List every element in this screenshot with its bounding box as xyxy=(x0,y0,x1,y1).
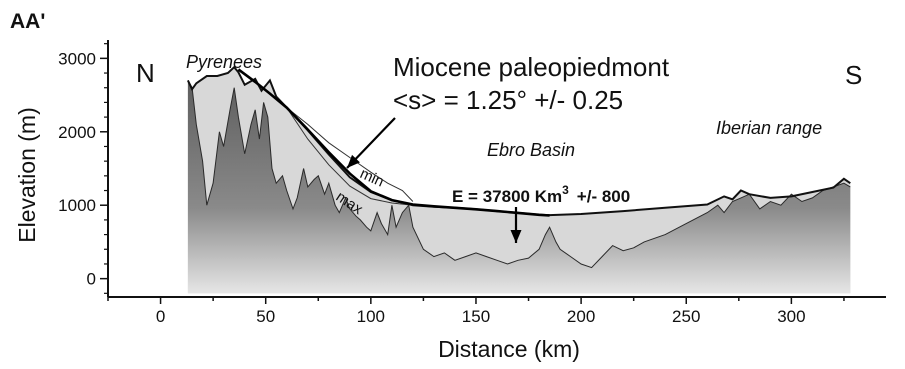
south-label: S xyxy=(845,60,862,90)
miocene-arrow xyxy=(346,117,396,169)
x-tick-label: 250 xyxy=(672,307,700,326)
panel-title: AA' xyxy=(10,10,45,33)
paleopiedmont-max-line xyxy=(286,107,413,206)
y-tick-label: 0 xyxy=(87,270,96,289)
pyrenees-label: Pyrenees xyxy=(186,52,262,72)
volume-arrow xyxy=(510,207,522,243)
x-tick-label: 200 xyxy=(567,307,595,326)
y-tick-label: 3000 xyxy=(58,49,96,68)
ebro-basin-label: Ebro Basin xyxy=(487,140,575,160)
volume-arrow-head xyxy=(510,230,522,243)
volume-error: +/- 800 xyxy=(577,187,630,206)
y-tick-label: 2000 xyxy=(58,123,96,142)
miocene-label: Miocene paleopiedmont xyxy=(393,52,670,82)
x-axis-title: Distance (km) xyxy=(438,336,580,362)
volume-exponent: 3 xyxy=(562,183,569,197)
paleopiedmont-line xyxy=(237,68,550,217)
volume-value: E = 37800 Km xyxy=(452,187,562,206)
annotations xyxy=(346,117,522,243)
iberian-range-label: Iberian range xyxy=(716,118,822,138)
topography-area xyxy=(187,80,851,294)
x-tick-label: 300 xyxy=(777,307,805,326)
y-axis-title: Elevation (m) xyxy=(14,107,40,242)
north-label: N xyxy=(136,58,155,88)
slope-label: <s> = 1.25° +/- 0.25 xyxy=(393,85,623,115)
paleopiedmont-min-line xyxy=(286,107,414,202)
x-tick-label: 0 xyxy=(156,307,165,326)
plot-area xyxy=(186,65,851,294)
x-tick-label: 50 xyxy=(256,307,275,326)
x-tick-label: 100 xyxy=(357,307,385,326)
miocene-arrow-head xyxy=(347,154,360,168)
volume-label: E = 37800 Km3 +/- 800 xyxy=(452,183,630,206)
x-tick-label: 150 xyxy=(462,307,490,326)
y-tick-label: 1000 xyxy=(58,196,96,215)
